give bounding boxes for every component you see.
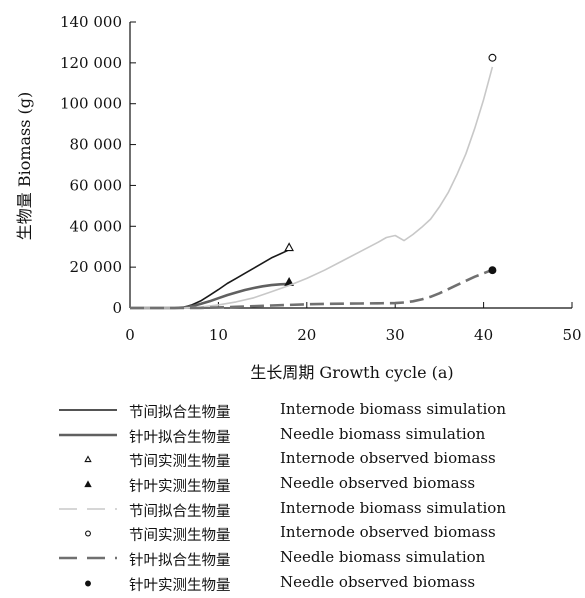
series-8 <box>488 266 497 275</box>
series-1 <box>130 249 290 309</box>
series-6 <box>488 53 497 62</box>
legend-label-en: Needle observed biomass <box>280 474 476 493</box>
series-7 <box>130 268 493 310</box>
legend-label-zh: 针叶拟合生物量 <box>129 429 231 446</box>
legend-item: 节间实测生物量 Internode observed biomass <box>55 521 575 546</box>
legend-item: 针叶实测生物量 Needle observed biomass <box>55 472 575 497</box>
data-point <box>85 580 91 587</box>
x-tick-label: 50 <box>562 326 581 344</box>
data-point <box>84 455 92 463</box>
biomass-chart: 0 20 000 40 000 60 000 80 000 100 000 120 000 1… <box>15 13 582 382</box>
data-point <box>85 530 91 537</box>
axes <box>129 22 572 309</box>
legend-label-zh: 节间实测生物量 <box>129 454 231 471</box>
legend-label-en: Needle biomass simulation <box>280 424 486 443</box>
legend-key <box>59 556 117 560</box>
series-line <box>130 66 494 309</box>
series-line <box>130 268 493 310</box>
legend-key <box>59 409 117 411</box>
x-tick-label: 40 <box>474 326 493 344</box>
legend-key <box>84 480 92 488</box>
data-point <box>488 266 497 275</box>
data-point <box>284 242 294 252</box>
data-point <box>488 53 497 62</box>
y-tick-label: 20 000 <box>70 258 123 276</box>
legend-label-zh: 针叶拟合生物量 <box>129 553 231 570</box>
legend-label-en: Internode observed biomass <box>280 449 496 468</box>
y-tick-label: 100 000 <box>60 95 122 113</box>
legend-label-en: Internode observed biomass <box>280 523 496 542</box>
x-tick-label: 20 <box>297 326 316 344</box>
series-layer <box>130 53 497 310</box>
legend-label-en: Internode biomass simulation <box>280 400 506 418</box>
legend-label-zh: 针叶实测生物量 <box>129 479 231 496</box>
y-tick-label: 40 000 <box>70 217 123 235</box>
data-point <box>84 480 92 488</box>
y-tick-label: 60 000 <box>70 176 123 194</box>
y-tick-label: 120 000 <box>60 54 122 72</box>
legend-item: 节间实测生物量 Internode observed biomass <box>55 447 575 472</box>
ticks: 0 20 000 40 000 60 000 80 000 100 000 120 000 1… <box>60 13 582 344</box>
legend-item: 节间拟合生物量 Internode biomass simulation <box>55 398 575 423</box>
legend-key <box>85 530 91 537</box>
legend-label-en: Needle biomass simulation <box>280 548 486 567</box>
legend-key <box>59 507 117 510</box>
legend-key <box>59 433 117 436</box>
series-line <box>130 249 290 309</box>
x-tick-label: 0 <box>125 326 135 344</box>
legend-item: 节间拟合生物量 Internode biomass simulation <box>55 497 575 522</box>
y-tick-label: 140 000 <box>60 13 122 31</box>
x-tick-label: 30 <box>386 326 405 344</box>
legend-item: 针叶拟合生物量 Needle biomass simulation <box>55 423 575 448</box>
legend-label-zh: 针叶实测生物量 <box>129 577 231 594</box>
legend-key <box>84 455 92 463</box>
legend-item: 针叶实测生物量 Needle observed biomass <box>55 571 575 596</box>
legend-label-en: Needle observed biomass <box>280 572 476 591</box>
legend-label-zh: 节间拟合生物量 <box>129 405 231 421</box>
legend-label-en: Internode biomass simulation <box>280 498 506 517</box>
legend-key <box>85 580 91 587</box>
x-tick-label: 10 <box>209 326 228 344</box>
legend-label-zh: 节间拟合生物量 <box>129 503 231 520</box>
y-axis-label: 生物量 Biomass (g) <box>15 92 34 241</box>
legend: 节间拟合生物量 Internode biomass simulation 针叶拟合生… <box>55 398 575 596</box>
series-3 <box>284 242 294 252</box>
y-tick-label: 0 <box>112 299 122 317</box>
legend-item: 针叶拟合生物量 Needle biomass simulation <box>55 546 575 571</box>
legend-label-zh: 节间实测生物量 <box>129 528 231 545</box>
y-tick-label: 80 000 <box>70 136 123 154</box>
series-5 <box>130 66 494 309</box>
x-axis-label: 生长周期 Growth cycle (a) <box>250 363 453 382</box>
